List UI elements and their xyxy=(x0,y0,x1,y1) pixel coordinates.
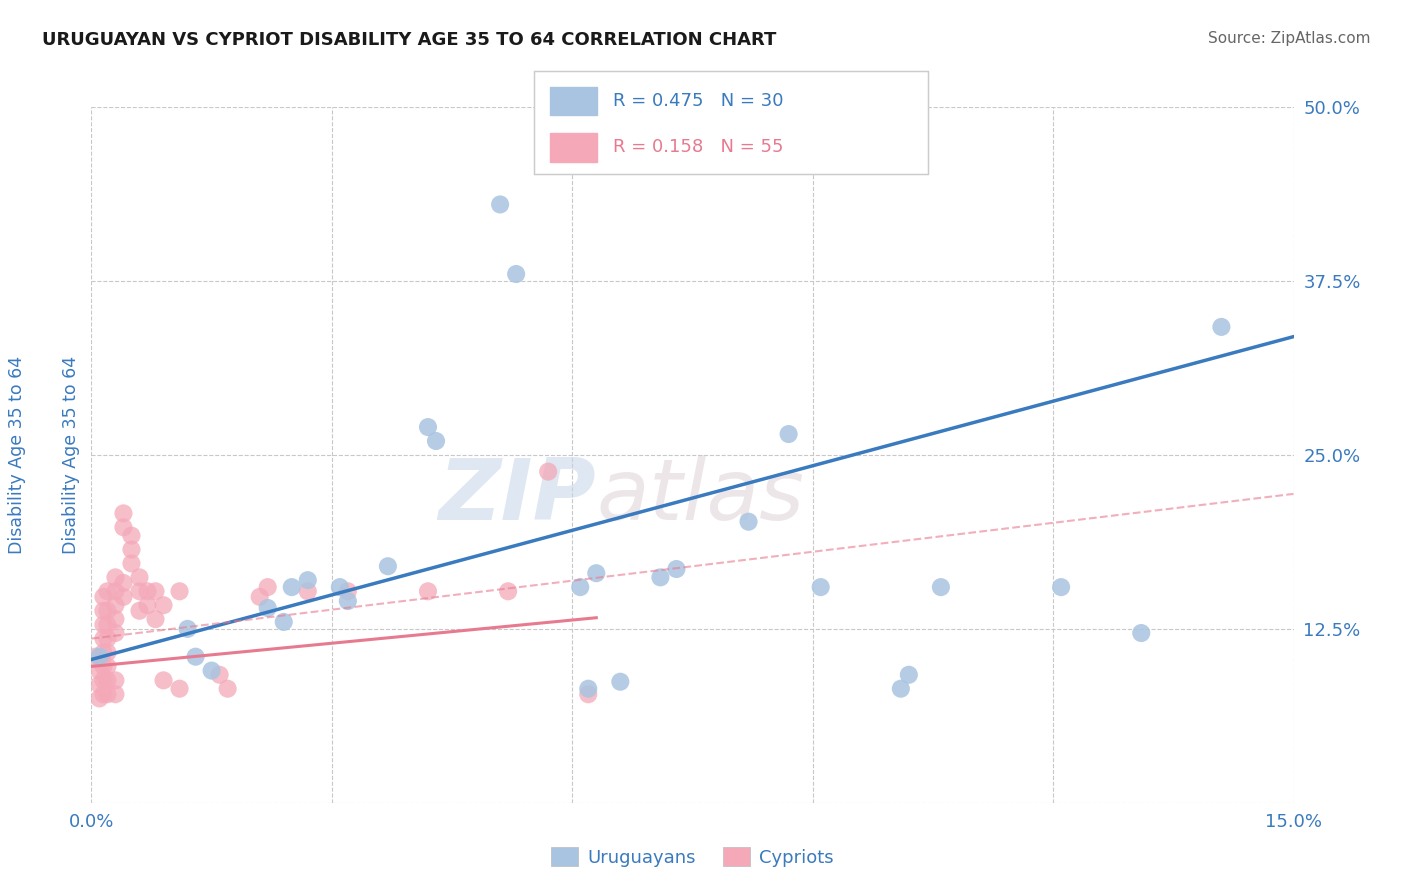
Point xyxy=(104,612,127,626)
Legend: Uruguayans, Cypriots: Uruguayans, Cypriots xyxy=(544,840,841,874)
Point xyxy=(281,580,304,594)
Point xyxy=(96,584,118,599)
Point xyxy=(96,632,118,646)
Point xyxy=(890,681,912,696)
Point xyxy=(1050,580,1073,594)
Point xyxy=(665,562,688,576)
Text: atlas: atlas xyxy=(596,455,804,538)
Point xyxy=(112,590,135,604)
Point xyxy=(96,604,118,618)
Text: Source: ZipAtlas.com: Source: ZipAtlas.com xyxy=(1208,31,1371,46)
Point xyxy=(152,673,174,688)
Point xyxy=(576,681,599,696)
Point xyxy=(104,673,127,688)
Point xyxy=(93,659,115,673)
Point xyxy=(184,649,207,664)
Point xyxy=(273,615,295,629)
Point xyxy=(505,267,527,281)
Text: ZIP: ZIP xyxy=(439,455,596,538)
Point xyxy=(169,681,191,696)
Point xyxy=(136,598,159,612)
Point xyxy=(145,584,167,599)
Point xyxy=(496,584,519,599)
Point xyxy=(297,573,319,587)
Point xyxy=(425,434,447,448)
Point xyxy=(96,659,118,673)
Point xyxy=(112,507,135,521)
Point xyxy=(89,691,111,706)
Point xyxy=(249,590,271,604)
Point xyxy=(329,580,352,594)
Point xyxy=(89,677,111,691)
Point xyxy=(576,687,599,701)
Point xyxy=(96,646,118,660)
Text: URUGUAYAN VS CYPRIOT DISABILITY AGE 35 TO 64 CORRELATION CHART: URUGUAYAN VS CYPRIOT DISABILITY AGE 35 T… xyxy=(42,31,776,49)
Point xyxy=(810,580,832,594)
Point xyxy=(96,617,118,632)
Point xyxy=(121,528,143,542)
Text: R = 0.475   N = 30: R = 0.475 N = 30 xyxy=(613,92,783,110)
Point xyxy=(112,520,135,534)
FancyBboxPatch shape xyxy=(550,87,598,115)
Point xyxy=(489,197,512,211)
Point xyxy=(96,687,118,701)
Point xyxy=(609,674,631,689)
Point xyxy=(93,632,115,646)
Point xyxy=(93,646,115,660)
Point xyxy=(104,687,127,701)
Point xyxy=(217,681,239,696)
Point xyxy=(778,427,800,442)
Point xyxy=(929,580,952,594)
Point xyxy=(256,601,278,615)
Point xyxy=(537,465,560,479)
Point xyxy=(89,649,111,664)
Point xyxy=(897,667,920,681)
Point xyxy=(169,584,191,599)
Point xyxy=(145,612,167,626)
Point xyxy=(176,622,198,636)
Point xyxy=(136,584,159,599)
Point xyxy=(256,580,278,594)
Point xyxy=(297,584,319,599)
Point xyxy=(128,584,150,599)
Point xyxy=(84,649,107,664)
Point xyxy=(128,604,150,618)
Point xyxy=(208,667,231,681)
Point xyxy=(93,590,115,604)
Point xyxy=(585,566,607,581)
Point xyxy=(104,626,127,640)
Point xyxy=(1211,319,1233,334)
Point xyxy=(336,594,359,608)
Point xyxy=(104,598,127,612)
Point xyxy=(377,559,399,574)
Point xyxy=(152,598,174,612)
Point xyxy=(650,570,672,584)
Point xyxy=(336,584,359,599)
Text: R = 0.158   N = 55: R = 0.158 N = 55 xyxy=(613,138,783,156)
Y-axis label: Disability Age 35 to 64: Disability Age 35 to 64 xyxy=(62,356,80,554)
Point xyxy=(104,570,127,584)
Text: Disability Age 35 to 64: Disability Age 35 to 64 xyxy=(8,356,25,554)
Point xyxy=(112,576,135,591)
Point xyxy=(93,604,115,618)
Point xyxy=(1130,626,1153,640)
Point xyxy=(96,673,118,688)
Point xyxy=(121,557,143,571)
Point xyxy=(128,570,150,584)
FancyBboxPatch shape xyxy=(550,133,598,161)
Point xyxy=(93,687,115,701)
Point xyxy=(201,664,224,678)
Point xyxy=(93,673,115,688)
Point xyxy=(89,664,111,678)
Point xyxy=(569,580,592,594)
Point xyxy=(104,584,127,599)
Point xyxy=(737,515,759,529)
Point xyxy=(121,542,143,557)
Point xyxy=(416,584,439,599)
Point xyxy=(416,420,439,434)
Point xyxy=(93,617,115,632)
